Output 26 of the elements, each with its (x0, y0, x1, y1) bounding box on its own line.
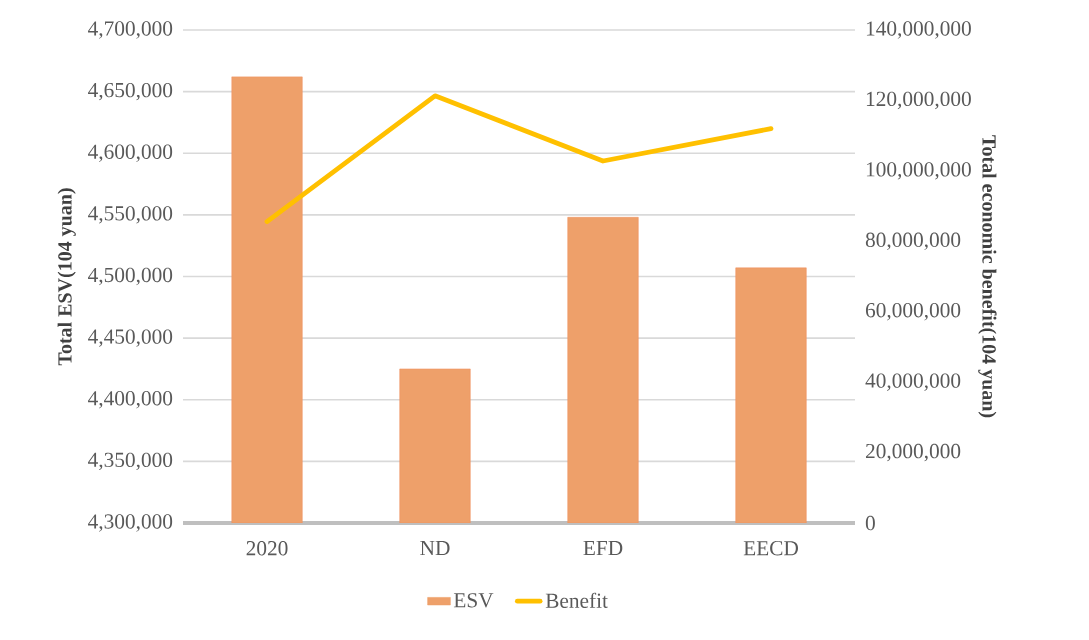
y-tick-label: 4,650,000 (88, 82, 173, 101)
y-tick-label: 4,600,000 (88, 144, 173, 162)
y2-tick-label: 40,000,000 (865, 373, 961, 391)
x-tick-label: EECD (743, 541, 799, 556)
y-tick-label: 4,500,000 (88, 267, 173, 286)
y-axis-title: Total ESV(104 yuan) (57, 188, 76, 366)
y-tick-label: 4,400,000 (88, 391, 173, 409)
y2-tick-label: 100,000,000 (866, 162, 971, 180)
y2-axis-title: Total economic benefit(104 yuan) (978, 135, 997, 418)
y-tick-label: 4,300,000 (88, 514, 173, 532)
y-tick-label: 4,550,000 (88, 206, 173, 224)
legend-label: Benefit (545, 592, 608, 608)
x-tick-label: 2020 (246, 541, 288, 556)
y2-tick-label: 120,000,000 (866, 91, 971, 110)
y2-tick-label: 80,000,000 (865, 232, 961, 251)
y2-tick-label: 140,000,000 (866, 21, 971, 39)
y-tick-label: 4,700,000 (88, 21, 173, 39)
y-tick-label: 4,350,000 (88, 452, 173, 471)
line-series (264, 93, 774, 224)
legend-label: ESV (453, 593, 494, 608)
y2-tick-label: 20,000,000 (865, 443, 961, 462)
y2-tick-label: 0 (865, 515, 875, 531)
x-tick-label: ND (420, 541, 450, 556)
y2-tick-label: 60,000,000 (865, 302, 961, 321)
y-tick-label: 4,450,000 (88, 329, 173, 347)
x-tick-label: EFD (583, 541, 623, 556)
